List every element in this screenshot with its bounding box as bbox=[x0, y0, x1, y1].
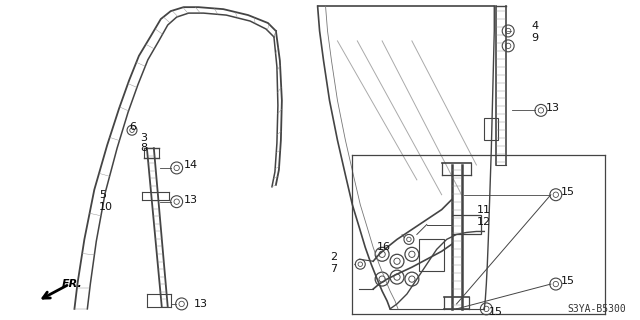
Text: 2: 2 bbox=[330, 252, 337, 262]
Bar bbox=[452, 215, 481, 235]
Text: 15: 15 bbox=[561, 276, 575, 286]
Text: 14: 14 bbox=[184, 160, 198, 170]
Text: S3YA-B5300: S3YA-B5300 bbox=[568, 304, 627, 314]
Text: 5: 5 bbox=[99, 190, 106, 200]
Text: 4: 4 bbox=[531, 21, 538, 31]
Text: 13: 13 bbox=[184, 195, 198, 205]
Bar bbox=[419, 239, 444, 271]
Text: 6: 6 bbox=[129, 122, 136, 132]
Text: 10: 10 bbox=[99, 202, 113, 212]
Text: 13: 13 bbox=[193, 299, 207, 309]
Text: 16: 16 bbox=[377, 242, 391, 252]
Text: 3: 3 bbox=[140, 133, 147, 143]
Text: 8: 8 bbox=[140, 143, 147, 153]
Text: 7: 7 bbox=[330, 264, 337, 274]
Text: FR.: FR. bbox=[61, 279, 83, 289]
Text: 15: 15 bbox=[561, 187, 575, 197]
Text: 12: 12 bbox=[476, 217, 490, 227]
Text: 11: 11 bbox=[476, 204, 490, 215]
Text: 13: 13 bbox=[546, 103, 560, 113]
Text: 9: 9 bbox=[531, 33, 538, 43]
Bar bbox=[484, 118, 499, 140]
Text: 15: 15 bbox=[490, 307, 503, 317]
